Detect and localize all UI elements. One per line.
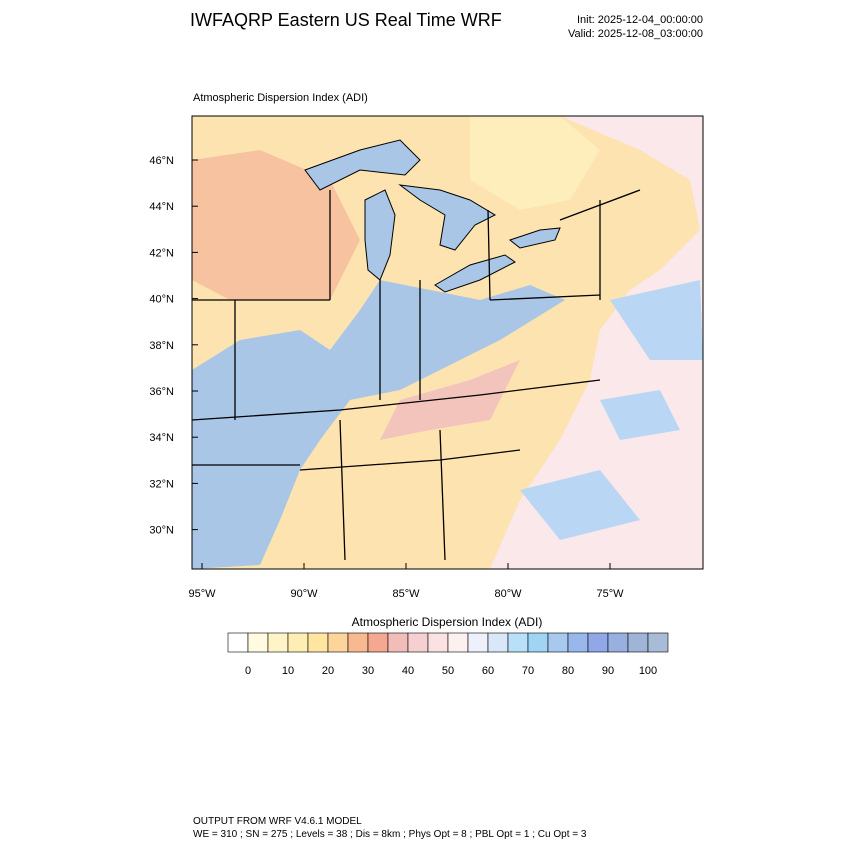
colorbar-box (227, 632, 249, 653)
lat-label: 44°N (149, 201, 174, 213)
map (192, 116, 703, 569)
lat-label: 40°N (149, 294, 174, 306)
lat-label: 46°N (149, 155, 174, 167)
colorbar-box (647, 632, 669, 653)
map-frame (191, 115, 704, 570)
colorbar-label: 30 (362, 665, 374, 677)
colorbar-box (347, 632, 369, 653)
colorbar: 0 10 20 30 40 50 60 70 80 90 100 (227, 632, 669, 677)
colorbar-box (327, 632, 349, 653)
canada-area (470, 116, 600, 210)
colorbar-label: 20 (322, 665, 334, 677)
lat-label: 34°N (149, 432, 174, 444)
lat-label: 36°N (149, 386, 174, 398)
lon-label: 95°W (188, 588, 216, 600)
colorbar-box (547, 632, 569, 653)
lon-label: 85°W (392, 588, 420, 600)
lake-superior (304, 139, 421, 191)
map-axes: 46°N 44°N 42°N 40°N 38°N 36°N 34°N 32°N 30°N 95°W… (149, 155, 624, 600)
colorbar-label: 10 (282, 665, 294, 677)
colorbar-box (307, 632, 329, 653)
colorbar-box (367, 632, 389, 653)
high-adi-area (192, 280, 565, 569)
colorbar-box (627, 632, 649, 653)
colorbar-box (287, 632, 309, 653)
colorbar-box (507, 632, 529, 653)
colorbar-box (407, 632, 429, 653)
colorbar-box (387, 632, 409, 653)
colorbar-box (487, 632, 509, 653)
lat-label: 42°N (149, 247, 174, 259)
ocean (490, 116, 703, 569)
lat-label: 38°N (149, 340, 174, 352)
colorbar-box (427, 632, 449, 653)
colorbar-label: 100 (639, 665, 657, 677)
ocean-blue-area (520, 280, 703, 540)
footer-line: WE = 310 ; SN = 275 ; Levels = 38 ; Dis … (193, 829, 587, 840)
map-subtitle: Atmospheric Dispersion Index (ADI) (193, 92, 368, 104)
colorbar-title: Atmospheric Dispersion Index (ADI) (352, 615, 543, 629)
init-time: Init: 2025-12-04_00:00:00 (577, 14, 703, 26)
colorbar-box (447, 632, 469, 653)
lat-label: 32°N (149, 478, 174, 490)
colorbar-box (247, 632, 269, 653)
colorbar-label: 50 (442, 665, 454, 677)
colorbar-label: 70 (522, 665, 534, 677)
colorbar-label: 0 (245, 665, 251, 677)
lake-ontario (508, 227, 561, 249)
colorbar-label: 40 (402, 665, 414, 677)
lake-erie (434, 254, 516, 293)
lat-label: 30°N (149, 525, 174, 537)
colorbar-box (467, 632, 489, 653)
moderate-area (380, 360, 520, 440)
lon-label: 80°W (494, 588, 522, 600)
lake-huron (398, 184, 497, 251)
footer-line: OUTPUT FROM WRF V4.6.1 MODEL (193, 816, 362, 827)
title: IWFAQRP Eastern US Real Time WRF (190, 10, 502, 30)
colorbar-label: 90 (602, 665, 614, 677)
colorbar-box (267, 632, 289, 653)
colorbar-box (527, 632, 549, 653)
colorbar-box (587, 632, 609, 653)
state-borders (192, 189, 641, 561)
colorbar-box (567, 632, 589, 653)
lake-michigan (364, 189, 396, 281)
colorbar-label: 60 (482, 665, 494, 677)
valid-time: Valid: 2025-12-08_03:00:00 (568, 28, 703, 40)
colorbar-label: 80 (562, 665, 574, 677)
colorbar-box (607, 632, 629, 653)
lon-label: 90°W (290, 588, 318, 600)
lon-label: 75°W (596, 588, 624, 600)
